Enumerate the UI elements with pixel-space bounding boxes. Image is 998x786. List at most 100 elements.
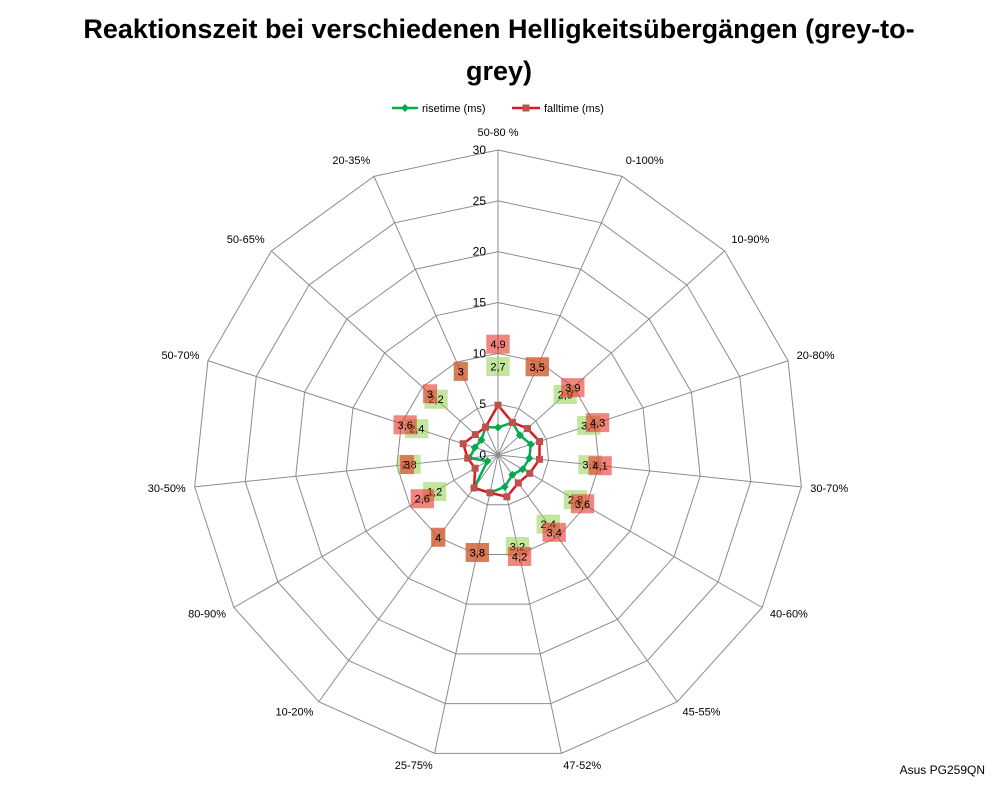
grid-ring	[244, 200, 752, 705]
axis-spoke	[434, 454, 499, 754]
falltime-point	[464, 454, 472, 462]
chart-title: Reaktionszeit bei verschiedenen Helligke…	[83, 14, 915, 86]
risetime-point	[483, 457, 492, 466]
falltime-series-line	[461, 403, 541, 499]
falltime-value-label: 4,9	[490, 339, 505, 351]
risetime-point	[470, 443, 479, 452]
falltime-value-label: 4,3	[590, 418, 605, 430]
falltime-value-label: 3,9	[565, 383, 580, 395]
falltime-value-label: 4,1	[592, 461, 607, 473]
falltime-point	[503, 493, 511, 501]
axis-spoke	[207, 360, 499, 456]
falltime-point	[526, 469, 534, 477]
falltime-value-label: 3,8	[470, 547, 485, 559]
chart-legend: risetime (ms) falltime (ms)	[392, 103, 604, 115]
falltime-value-label: 3	[404, 460, 410, 472]
axis-spoke	[233, 454, 499, 608]
risetime-series-line	[468, 421, 533, 495]
falltime-value-label-box	[588, 456, 612, 476]
falltime-value-label: 3	[458, 366, 464, 378]
falltime-value-label-box	[453, 361, 468, 381]
falltime-value-label-box	[570, 494, 595, 514]
falltime-point	[470, 484, 478, 492]
risetime-point	[508, 470, 517, 479]
axis-labels: 0 5 10 15 20 25 30 50-80 % 0-100% 10-90% 20-80% 30-…	[148, 127, 849, 772]
grid-ring	[446, 403, 550, 506]
category-label: 30-50%	[148, 483, 186, 495]
chart-grid	[194, 149, 802, 754]
falltime-value-label: 3,6	[398, 420, 413, 432]
category-label: 47-52%	[563, 760, 601, 772]
falltime-value-label-box	[465, 542, 489, 562]
axis-spoke	[271, 250, 499, 456]
risetime-point	[525, 454, 534, 463]
risetime-point	[526, 440, 535, 449]
grid-ring	[295, 251, 701, 655]
falltime-value-label-box	[431, 527, 446, 547]
risetime-point	[518, 465, 527, 474]
falltime-value-label-box	[561, 378, 585, 398]
axis-spoke	[497, 176, 623, 456]
r-tick-label: 15	[473, 296, 487, 310]
axis-spoke	[497, 454, 802, 488]
falltime-point	[523, 424, 531, 432]
category-label: 50-70%	[161, 350, 199, 362]
falltime-value-label: 4	[435, 532, 441, 544]
falltime-point	[536, 437, 544, 445]
risetime-value-label-box	[486, 357, 510, 377]
falltime-value-label: 3	[427, 389, 433, 401]
falltime-value-label: 3,5	[530, 362, 545, 374]
axis-spoke	[194, 454, 499, 488]
category-label: 50-65%	[227, 234, 265, 246]
risetime-point	[477, 436, 486, 445]
grid-ring	[194, 149, 802, 754]
axis-spoke	[497, 454, 678, 703]
category-label: 80-90%	[188, 609, 226, 621]
falltime-value-label-box	[585, 413, 610, 433]
falltime-value-label-box	[393, 415, 417, 435]
falltime-point	[482, 423, 490, 431]
falltime-value-label-box	[422, 384, 438, 404]
falltime-value-label-box	[525, 357, 549, 377]
category-label: 20-80%	[797, 350, 835, 362]
category-label: 10-20%	[276, 706, 314, 718]
risetime-value-label: 2,7	[490, 362, 505, 374]
category-label: 50-80 %	[478, 127, 519, 139]
falltime-value-label: 4,2	[512, 551, 527, 563]
falltime-point	[459, 440, 467, 448]
falltime-value-label-box	[542, 522, 566, 542]
legend-item-risetime: risetime (ms)	[392, 103, 486, 115]
legend-falltime-label: falltime (ms)	[544, 103, 604, 115]
risetime-point	[500, 482, 509, 491]
legend-falltime-square-icon	[522, 104, 530, 112]
axis-spoke	[497, 454, 763, 608]
r-tick-label: 25	[473, 194, 487, 208]
series-layer	[459, 401, 544, 501]
chart-footnote: Asus PG259QN	[900, 763, 985, 777]
risetime-point	[515, 431, 524, 440]
axis-spoke	[497, 360, 789, 456]
category-label: 40-60%	[770, 609, 808, 621]
falltime-value-label: 2,6	[415, 494, 430, 506]
r-tick-label: 10	[473, 346, 487, 360]
category-label: 25-75%	[395, 760, 433, 772]
r-tick-label: 5	[479, 397, 486, 411]
legend-risetime-label: risetime (ms)	[422, 103, 486, 115]
legend-risetime-diamond-icon	[401, 104, 409, 112]
grid-ring	[396, 352, 600, 555]
category-label: 20-35%	[332, 155, 370, 167]
r-tick-label: 0	[479, 448, 486, 462]
category-label: 30-70%	[810, 483, 848, 495]
legend-item-falltime: falltime (ms)	[512, 103, 604, 115]
axis-spoke	[497, 250, 725, 456]
grid-ring	[345, 301, 651, 605]
axis-spoke	[497, 454, 562, 754]
falltime-value-label-box	[507, 546, 532, 566]
falltime-point	[514, 479, 522, 487]
axis-spoke	[318, 454, 499, 703]
r-tick-label: 20	[473, 245, 487, 259]
risetime-point	[494, 423, 502, 432]
falltime-point	[508, 418, 516, 426]
